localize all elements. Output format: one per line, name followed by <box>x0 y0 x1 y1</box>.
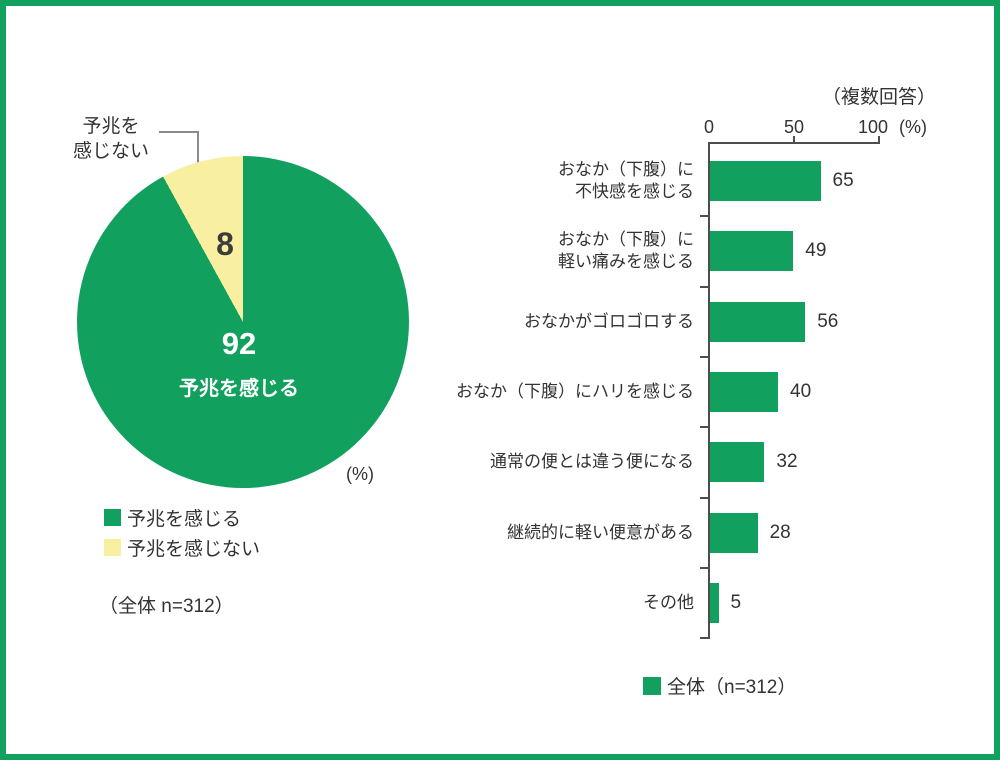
bar-category-label: おなか（下腹）に 不快感を感じる <box>558 160 694 202</box>
bar-value-label: 40 <box>790 380 812 402</box>
pie-legend-item-no-feel: 予兆を感じない <box>104 536 261 560</box>
callout-connector-vertical <box>197 131 199 182</box>
bar-value-label: 65 <box>832 170 854 191</box>
bar <box>710 371 778 412</box>
green-swatch-icon <box>104 509 121 526</box>
bar-category-label: おなかがゴロゴロする <box>524 311 694 331</box>
pie-legend-label-no-feel: 予兆を感じない <box>127 539 261 560</box>
bar-legend-label: 全体（n=312） <box>667 677 797 698</box>
pie-value-no-sign: 8 <box>216 226 234 262</box>
bar <box>710 582 719 623</box>
bar-note: （複数回答） <box>821 87 936 108</box>
bar <box>710 161 821 201</box>
pie-sample-note: （全体 n=312） <box>99 596 234 617</box>
y-axis-line <box>708 142 710 639</box>
pie-callout-line1: 予兆を <box>82 116 140 137</box>
y-axis-tickmark <box>700 426 709 429</box>
y-axis-tickmark <box>700 285 709 288</box>
bar-category-label: 通常の便とは違う便になる <box>490 452 694 472</box>
x-axis-tickmark-50 <box>793 136 795 142</box>
x-axis-unit-label: (%) <box>899 117 927 137</box>
pie-legend: 予兆を感じる 予兆を感じない <box>104 506 260 566</box>
y-axis-tickmark <box>700 637 709 640</box>
bar-value-label: 5 <box>730 591 742 613</box>
pie-chart <box>77 156 409 488</box>
bar-category-label: その他 <box>643 592 694 612</box>
bar-value-label: 32 <box>776 451 798 473</box>
yellow-swatch-icon <box>104 539 121 556</box>
green-swatch-icon <box>643 676 661 695</box>
x-axis-tickmark-100 <box>878 136 880 142</box>
bar <box>710 231 794 272</box>
bar-value-label: 49 <box>805 240 827 262</box>
bar-value-label: 56 <box>817 310 839 332</box>
pie-legend-item-feel: 予兆を感じる <box>104 506 260 530</box>
x-axis-tick-100: 100 <box>857 117 889 137</box>
x-axis-tick-50: 50 <box>783 117 805 137</box>
pie-callout-label: 予兆を 感じない <box>63 114 159 164</box>
pie-value-feel-sign: 92 <box>221 326 257 361</box>
y-axis-tickmark <box>700 355 709 358</box>
x-axis-line <box>708 142 880 144</box>
bar <box>710 512 758 553</box>
bar-category-label: おなか（下腹）にハリを感じる <box>456 382 694 402</box>
x-axis-tick-0: 0 <box>703 117 714 137</box>
y-axis-tickmark <box>700 566 709 569</box>
pie-callout-line2: 感じない <box>72 141 149 162</box>
pie-slice-label: 予兆を感じる <box>179 378 299 400</box>
bar-value-label: 28 <box>769 521 791 543</box>
pie-legend-label-feel: 予兆を感じる <box>127 509 242 530</box>
bar <box>710 301 806 342</box>
bar-legend: 全体（n=312） <box>643 672 796 699</box>
y-axis-tickmark <box>700 496 709 499</box>
bar <box>710 442 765 483</box>
bar-category-label: 継続的に軽い便意がある <box>507 522 694 542</box>
callout-connector-horizontal <box>159 131 199 133</box>
y-axis-tickmark <box>700 215 709 218</box>
pie-unit-label: (%) <box>346 464 374 484</box>
bar-category-label: おなか（下腹）に 軽い痛みを感じる <box>558 230 694 272</box>
